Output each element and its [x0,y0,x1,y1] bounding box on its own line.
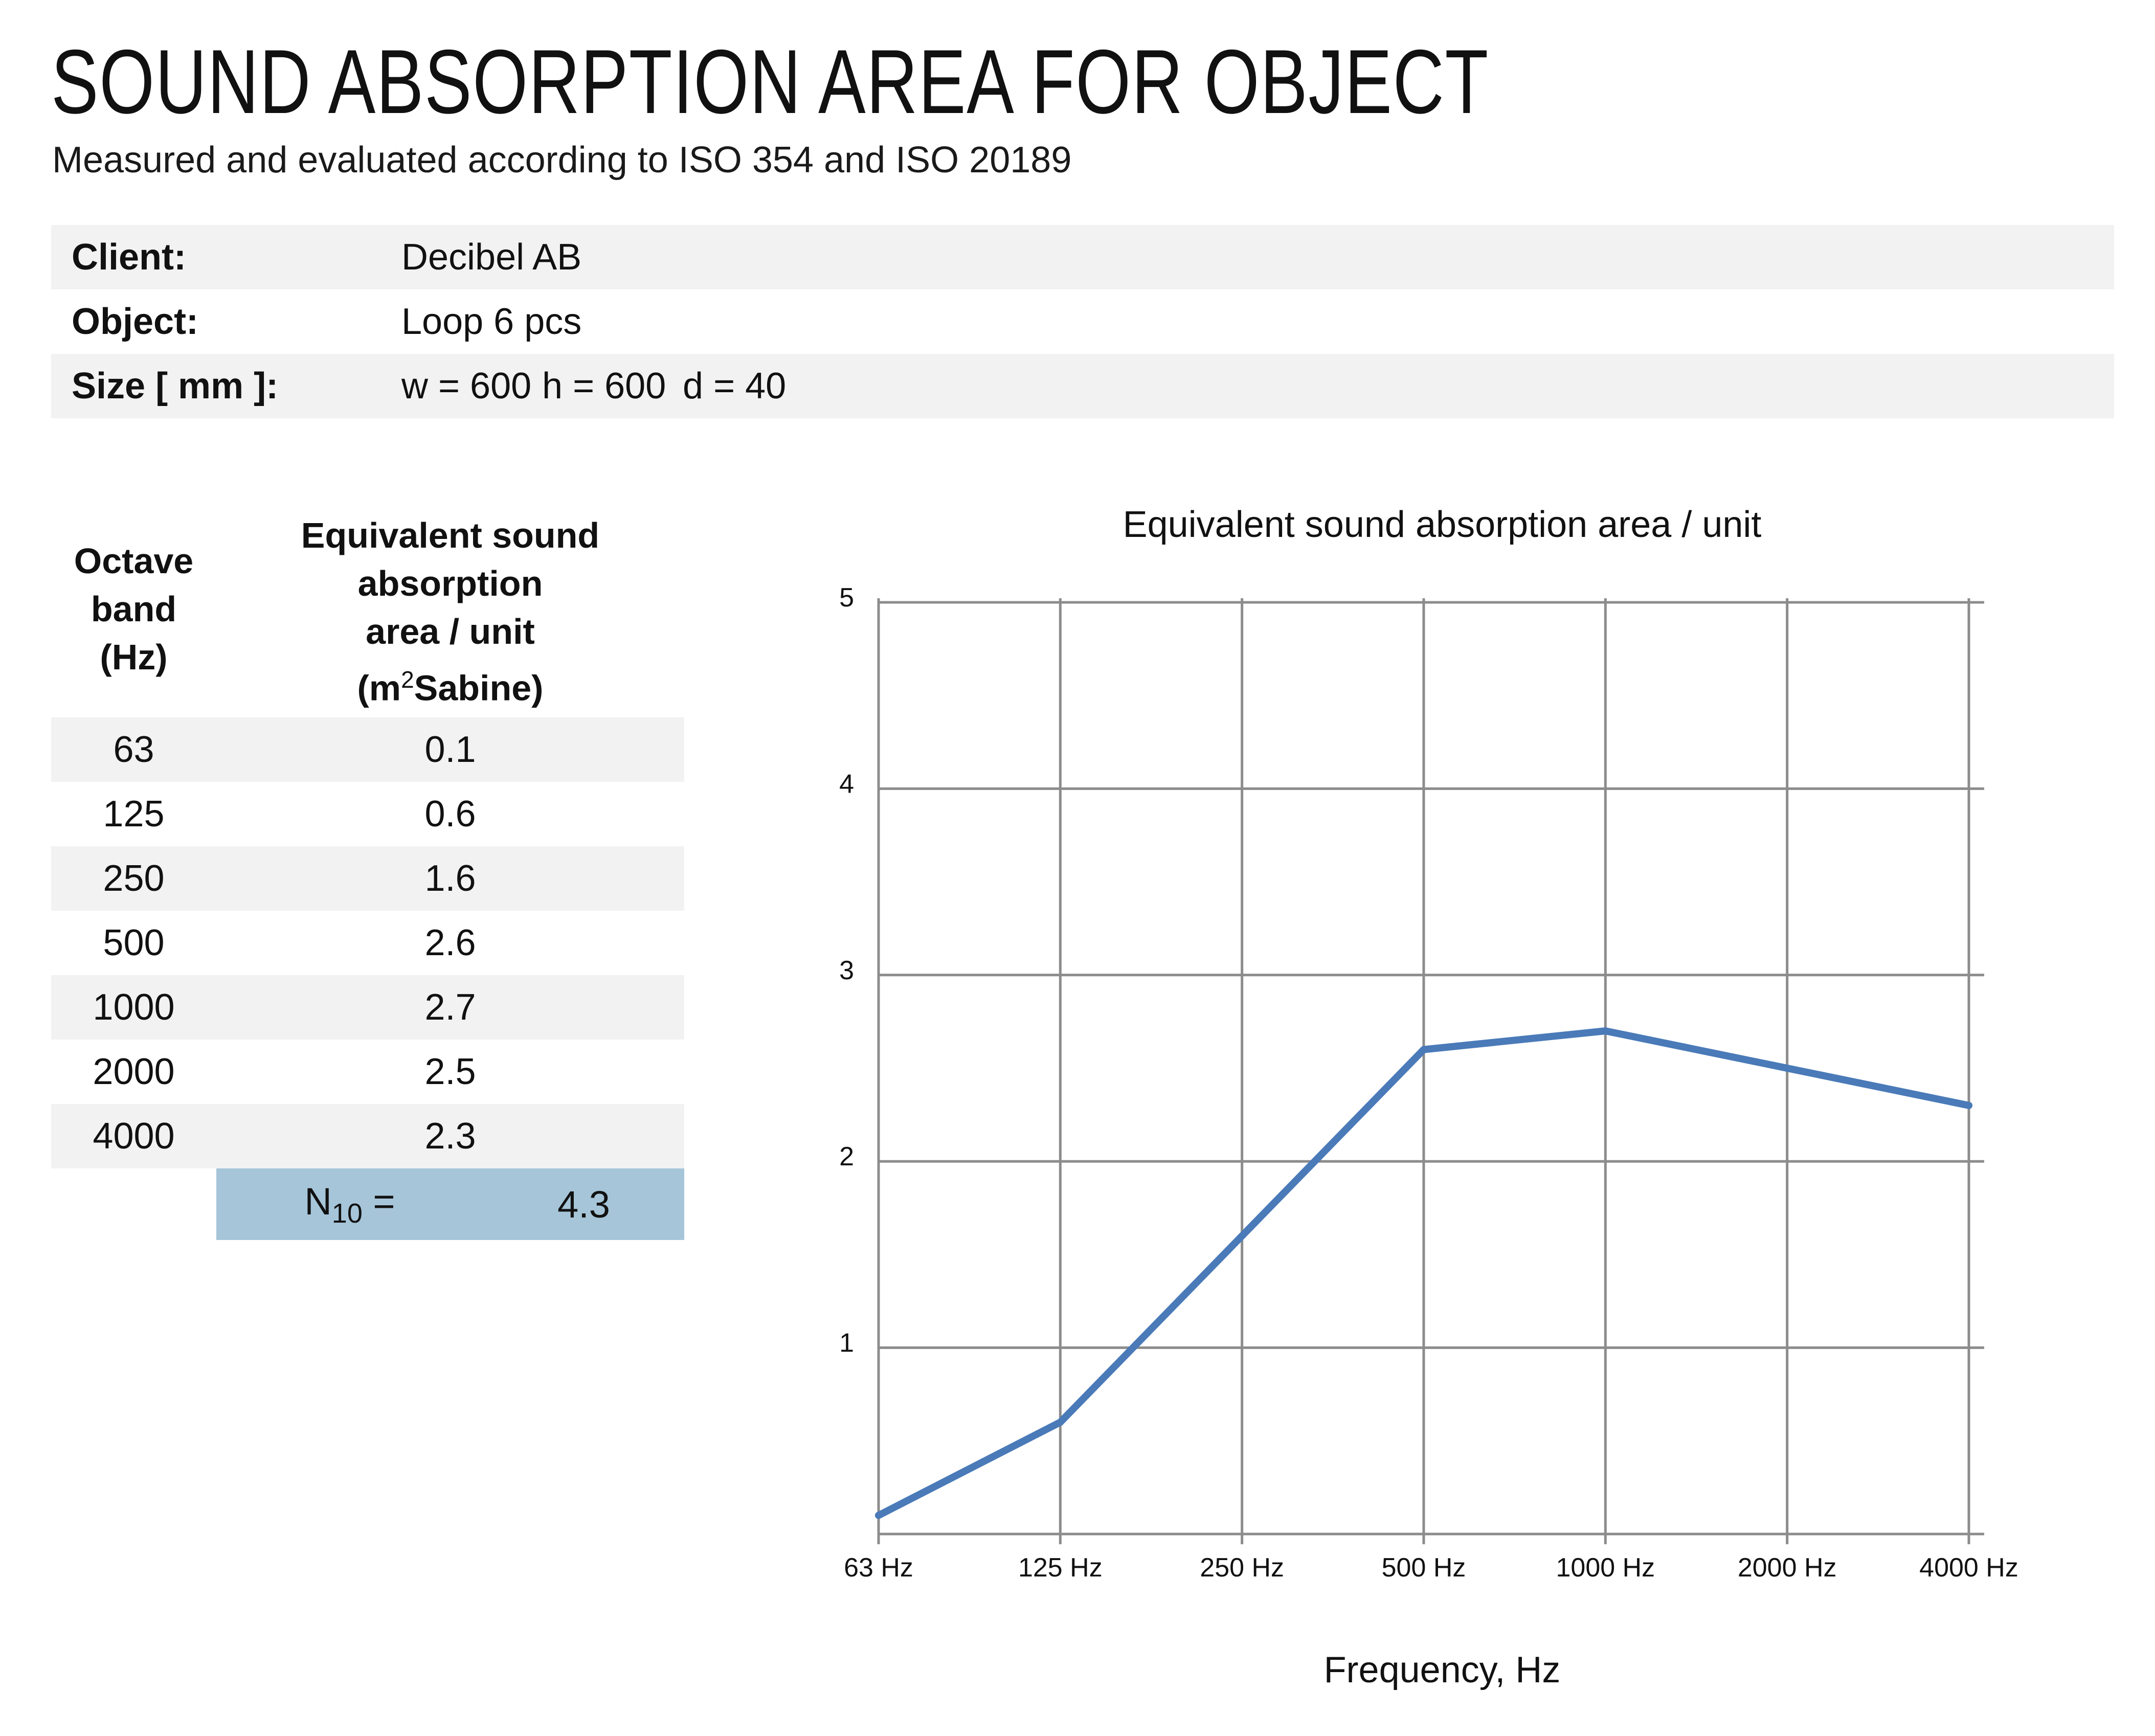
value-cell: 2.3 [424,1116,476,1157]
band-cell: 125 [103,794,165,835]
header-absorption-area: Equivalent sound absorption area / unit … [216,511,684,712]
x-tick-label: 500 Hz [1382,1553,1466,1583]
value-cell: 0.6 [424,794,476,835]
table-header: Octave band (Hz) Equivalent sound absorp… [51,501,684,717]
table-row: 2000 2.5 [51,1040,684,1104]
x-tick-label: 63 Hz [844,1553,913,1583]
size-depth: d = 40 [683,366,787,407]
size-label: Size [ mm ]: [72,366,279,407]
size-width: w = 600 [401,366,532,407]
data-point [1783,1065,1791,1072]
header-area-line: absorption [357,563,543,603]
data-point [1057,1418,1064,1426]
header-unit: (m2Sabine) [216,656,684,712]
info-row-object: Object: Loop 6 pcs [51,289,2114,354]
table-row: 1000 2.7 [51,975,684,1040]
y-tick-label: 2 [839,1142,854,1171]
client-value: Decibel AB [401,237,582,278]
info-block: Client: Decibel AB Object: Loop 6 pcs Si… [51,225,2114,418]
band-cell: 2000 [93,1051,175,1092]
client-label: Client: [72,237,186,278]
value-cell: 2.6 [424,922,476,963]
data-point [1965,1101,1972,1109]
page-title: SOUND ABSORPTION AREA FOR OBJECT [51,31,1489,132]
value-cell: 1.6 [424,858,476,899]
page-subtitle: Measured and evaluated according to ISO … [52,140,1072,181]
band-cell: 4000 [93,1116,175,1157]
data-point [1238,1232,1246,1239]
band-cell: 500 [103,922,165,963]
size-values: w = 600 h = 600 d = 40 [401,365,813,407]
header-unit-rest: Sabine) [414,668,544,708]
chart-x-axis-label: Frequency, Hz [1323,1650,1561,1690]
table-row: 125 0.6 [51,782,684,846]
n10-label: N10 = [216,1180,483,1229]
size-height: h = 600 [542,366,666,407]
table-row: 63 0.1 [51,717,684,782]
table-row: 500 2.6 [51,911,684,975]
n10-equals: = [362,1180,395,1223]
x-tick-label: 4000 Hz [1919,1553,2018,1583]
y-tick-label: 1 [839,1328,854,1358]
info-row-size: Size [ mm ]: w = 600 h = 600 d = 40 [51,354,2114,418]
data-point [1420,1046,1427,1053]
x-tick-label: 250 Hz [1200,1553,1284,1583]
header-unit-open: (m [357,668,401,708]
header-band-line: Octave [74,541,194,581]
value-cell: 2.5 [424,1051,476,1092]
header-area-line: area / unit [366,612,535,651]
band-cell: 250 [103,858,165,899]
header-area-line: Equivalent sound [301,515,600,555]
band-cell: 63 [113,729,154,770]
n10-value: 4.3 [557,1183,610,1226]
table-row: 4000 2.3 [51,1104,684,1168]
table-row: 250 1.6 [51,846,684,911]
header-unit-sup: 2 [401,666,414,693]
info-row-client: Client: Decibel AB [51,225,2114,289]
header-band-line: (Hz) [100,637,168,677]
n10-subscript: 10 [331,1198,363,1229]
n10-symbol: N [304,1180,332,1223]
value-cell: 0.1 [424,729,476,770]
band-cell: 1000 [93,987,175,1028]
y-tick-label: 4 [839,769,854,799]
y-tick-label: 5 [839,583,854,613]
absorption-line-chart: 1 2 3 4 5 63 Hz 125 Hz 250 Hz 500 Hz 1000 Hz 2000 … [839,583,2018,1583]
x-tick-label: 125 Hz [1018,1553,1103,1583]
object-label: Object: [72,301,199,342]
x-tick-label: 1000 Hz [1556,1553,1655,1583]
y-tick-label: 3 [839,956,854,985]
data-point [875,1512,882,1519]
n10-row: N10 = 4.3 [216,1168,684,1240]
chart-title: Equivalent sound absorption area / unit [1123,504,1762,545]
data-point [1602,1027,1609,1035]
header-band-line: band [91,589,177,629]
x-tick-label: 2000 Hz [1738,1553,1837,1583]
header-octave-band: Octave band (Hz) [51,537,216,681]
value-cell: 2.7 [424,987,476,1028]
absorption-table: Octave band (Hz) Equivalent sound absorp… [51,501,684,1240]
object-value: Loop 6 pcs [401,301,582,342]
